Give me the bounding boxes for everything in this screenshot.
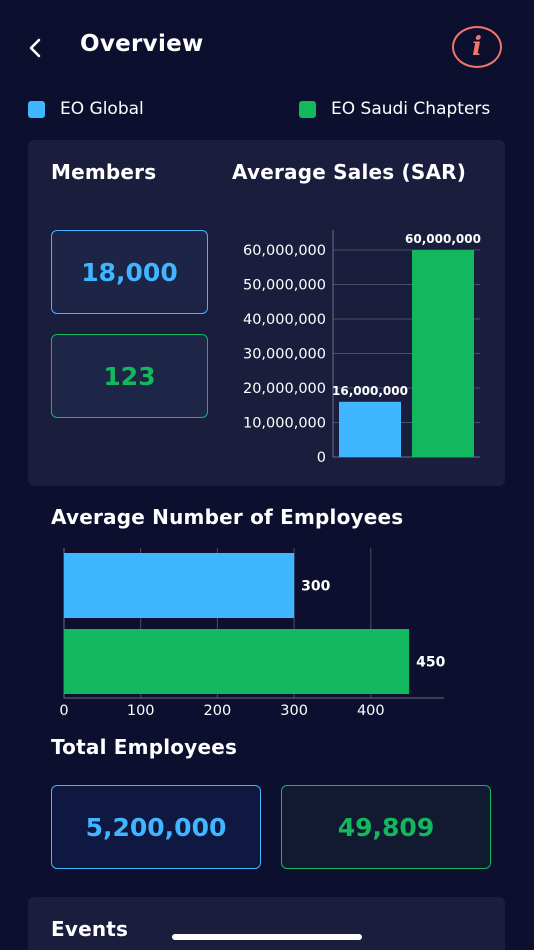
sales-chart-title: Average Sales (SAR) (232, 160, 467, 184)
sales-y-tick-label: 30,000,000 (243, 347, 326, 363)
legend-swatch-saudi (299, 100, 316, 118)
sales-bar-chart: 0 10,000,000 20,000,000 30,000,000 40,000,00… (243, 230, 481, 466)
sales-bar-value-label: 60,000,000 (405, 232, 481, 246)
total-employees-heading: Total Employees (51, 735, 238, 759)
employees-x-tick-label: 200 (204, 703, 232, 719)
sales-y-tick-label: 20,000,000 (243, 381, 326, 397)
employees-bar-value-label: 450 (416, 655, 445, 671)
sales-y-tick-label: 40,000,000 (243, 312, 326, 328)
employees-x-tick-label: 300 (280, 703, 308, 719)
events-card (28, 897, 505, 950)
total-employees-saudi-value: 49,809 (281, 785, 491, 869)
members-saudi-value: 123 (51, 334, 208, 418)
info-button[interactable]: i (452, 26, 502, 68)
employees-chart-title: Average Number of Employees (51, 505, 404, 529)
sales-y-tick-label: 0 (317, 450, 326, 466)
legend-label-saudi: EO Saudi Chapters (331, 99, 491, 119)
legend-item-global: EO Global (28, 99, 144, 119)
chevron-left-icon (29, 38, 41, 58)
sales-bar-global (339, 401, 401, 457)
events-heading: Events (51, 917, 129, 941)
page-title: Overview (80, 31, 204, 57)
back-button[interactable] (22, 34, 50, 62)
sales-y-tick-label: 10,000,000 (243, 416, 326, 432)
members-global-value: 18,000 (51, 230, 208, 314)
employees-x-tick-label: 400 (357, 703, 385, 719)
members-heading: Members (51, 160, 157, 184)
sales-bar-saudi (412, 250, 474, 457)
legend-label-global: EO Global (60, 99, 144, 119)
legend-item-saudi: EO Saudi Chapters (299, 99, 490, 119)
info-icon: i (472, 32, 482, 62)
home-indicator[interactable] (172, 934, 362, 940)
legend-swatch-global (28, 100, 45, 118)
employees-bar-global (64, 553, 295, 618)
sales-bar-value-label: 16,000,000 (332, 384, 408, 398)
total-employees-global-value: 5,200,000 (51, 785, 261, 869)
employees-bar-value-label: 300 (301, 579, 330, 595)
sales-y-tick-label: 50,000,000 (243, 278, 326, 294)
employees-bar-chart: 0 100 200 300 400 300 450 (59, 548, 446, 719)
employees-x-tick-label: 0 (59, 703, 68, 719)
employees-bar-saudi (64, 629, 410, 694)
employees-x-tick-label: 100 (127, 703, 155, 719)
sales-y-tick-label: 60,000,000 (243, 243, 326, 259)
